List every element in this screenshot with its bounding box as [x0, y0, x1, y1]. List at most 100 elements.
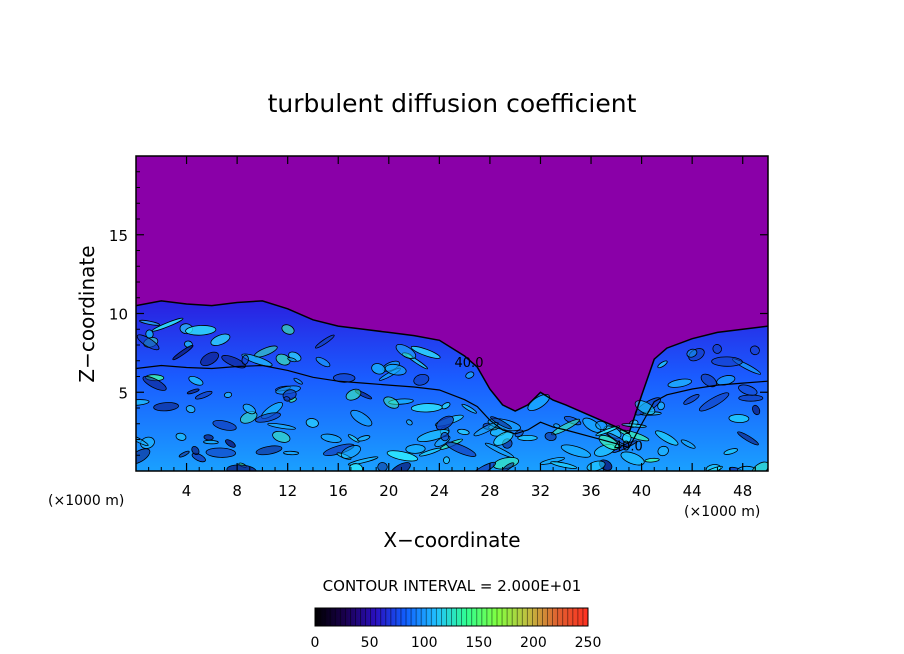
eddy	[686, 348, 698, 358]
eddy	[272, 430, 291, 443]
eddy	[205, 447, 236, 458]
colorbar-frame	[314, 607, 589, 627]
eddy	[347, 434, 360, 443]
plot-area	[136, 156, 768, 471]
eddy	[371, 363, 386, 375]
eddy	[544, 431, 557, 442]
eddy	[752, 404, 761, 416]
eddy	[255, 412, 281, 423]
eddy	[139, 319, 161, 326]
colorbar-tick-label: 250	[575, 635, 602, 651]
colorbar-tick-label: 50	[361, 635, 379, 651]
eddy	[654, 430, 679, 446]
eddy	[178, 450, 190, 458]
eddy	[737, 431, 759, 446]
eddy	[443, 456, 450, 464]
contour-interval-text: CONTOUR INTERVAL = 2.000E+01	[323, 577, 582, 595]
contour-label-2: 40.0	[614, 440, 643, 455]
x-tick-label: 36	[581, 482, 600, 500]
eddy	[413, 373, 430, 386]
eddy	[281, 324, 295, 335]
eddy	[560, 444, 591, 458]
eddy	[275, 353, 291, 366]
eddy	[712, 344, 722, 354]
eddy	[267, 422, 296, 430]
eddy	[384, 363, 407, 376]
eddy	[445, 441, 477, 457]
contour-line-inner	[136, 364, 768, 449]
eddy	[185, 325, 217, 336]
eddy	[723, 448, 739, 455]
eddy	[320, 433, 342, 443]
x-tick-label: 40	[632, 482, 651, 500]
eddy	[225, 439, 236, 448]
eddy	[357, 435, 371, 442]
eddy	[241, 354, 249, 365]
eddy	[340, 445, 361, 459]
eddy	[634, 400, 656, 415]
colorbar: 0 50 100 150 200 250	[311, 607, 602, 651]
eddy	[172, 344, 194, 361]
eddy	[435, 415, 454, 431]
eddy	[188, 375, 204, 386]
x-tick-label: 12	[278, 482, 297, 500]
eddy	[287, 357, 297, 363]
contour-line-outer	[136, 300, 768, 435]
eddy	[203, 434, 214, 441]
x-tick-label: 4	[182, 482, 192, 500]
eddy	[667, 378, 693, 388]
eddy	[711, 356, 743, 367]
eddy	[142, 376, 167, 391]
eddy	[465, 371, 475, 379]
x-tick-label: 24	[430, 482, 449, 500]
x-tick-label: 20	[379, 482, 398, 500]
x-tick-label: 8	[232, 482, 242, 500]
eddy	[395, 344, 417, 359]
eddy	[680, 439, 696, 449]
x-unit-right: (×1000 m)	[684, 504, 760, 520]
eddy	[377, 462, 388, 471]
eddy	[255, 445, 283, 456]
eddy	[657, 445, 669, 457]
y-axis: 5 10 15	[109, 171, 768, 456]
eddy	[406, 419, 413, 426]
eddy	[283, 450, 300, 456]
y-tick-label: 10	[109, 306, 128, 324]
eddy	[386, 450, 419, 462]
eddy	[191, 445, 200, 456]
eddy	[194, 390, 213, 400]
eddy	[410, 403, 443, 413]
eddy	[416, 429, 450, 443]
eddy	[728, 414, 750, 423]
eddy	[185, 405, 196, 414]
eddy	[490, 416, 512, 430]
eddy	[738, 384, 758, 396]
eddy	[203, 439, 219, 445]
eddy	[345, 388, 362, 401]
colorbar-ticks: 0 50 100 150 200 250	[311, 635, 602, 651]
eddy	[751, 461, 768, 471]
eddy	[283, 396, 291, 402]
eddy	[683, 394, 700, 405]
eddy	[527, 394, 550, 411]
eddy	[175, 432, 187, 441]
eddy	[315, 356, 331, 368]
eddy	[595, 425, 620, 436]
x-tick-label: 32	[531, 482, 550, 500]
eddy	[620, 451, 645, 466]
eddy	[305, 418, 319, 428]
eddy	[551, 418, 581, 436]
eddy	[644, 457, 660, 463]
eddy	[418, 447, 442, 457]
x-axis-label: X−coordinate	[383, 528, 520, 552]
eddy	[186, 388, 200, 395]
y-axis-label: Z−coordinate	[75, 245, 99, 382]
eddy	[457, 428, 470, 435]
eddy	[405, 444, 426, 454]
eddy	[410, 345, 441, 359]
eddy	[293, 377, 303, 385]
eddy	[461, 403, 477, 414]
x-tick-label: 28	[480, 482, 499, 500]
eddy	[242, 403, 256, 415]
